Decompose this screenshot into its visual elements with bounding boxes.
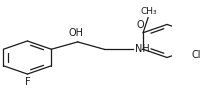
Text: Cl: Cl <box>191 50 200 60</box>
Text: CH₃: CH₃ <box>140 7 156 16</box>
Text: F: F <box>24 77 30 87</box>
Text: OH: OH <box>68 28 83 38</box>
Text: NH: NH <box>134 44 149 54</box>
Text: O: O <box>136 20 143 30</box>
